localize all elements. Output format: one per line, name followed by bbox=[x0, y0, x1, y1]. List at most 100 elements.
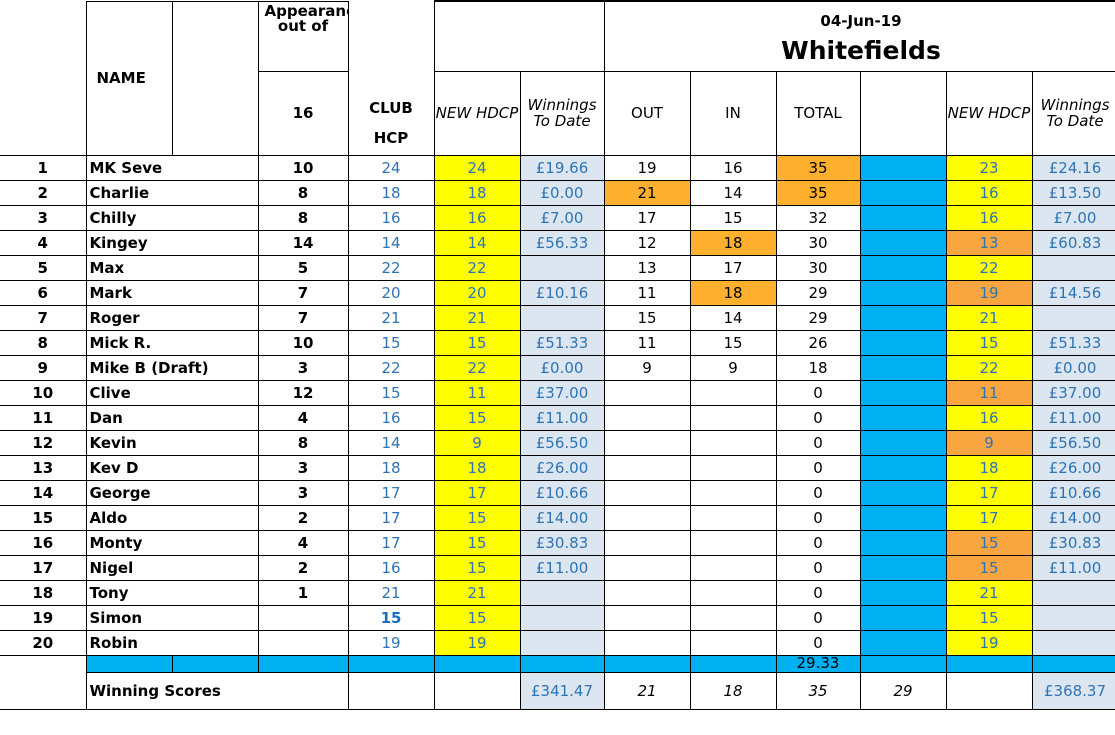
club-hcp-cell: 22 bbox=[347, 354, 435, 381]
winnings-2-cell: £24.16 bbox=[1031, 154, 1115, 181]
new-hdcp-2-cell: 22 bbox=[945, 254, 1033, 281]
appearances-cell: 7 bbox=[257, 304, 349, 331]
sep-winnings-2 bbox=[1031, 654, 1115, 673]
table-row: 8 Mick R. 10 15 15 £51.33 11 15 26 15 £51.33 bbox=[0, 329, 1115, 356]
club-hcp-cell: 17 bbox=[347, 529, 435, 556]
winnings-cell: £10.66 bbox=[519, 479, 605, 506]
appearances-total: 16 bbox=[257, 70, 349, 156]
winnings-2-cell: £11.00 bbox=[1031, 404, 1115, 431]
sep-in bbox=[689, 654, 777, 673]
out-score-cell: 15 bbox=[603, 304, 691, 331]
in-score-cell: 14 bbox=[689, 179, 777, 206]
new-hdcp-2-cell: 13 bbox=[945, 229, 1033, 256]
winnings-2-cell bbox=[1031, 304, 1115, 331]
out-score-cell bbox=[603, 379, 691, 406]
in-score-cell bbox=[689, 454, 777, 481]
out-score-cell bbox=[603, 404, 691, 431]
table-row: 17 Nigel 2 16 15 £11.00 0 15 £11.00 bbox=[0, 554, 1115, 581]
rank-cell: 1 bbox=[0, 154, 87, 181]
winnings-cell: £11.00 bbox=[519, 404, 605, 431]
out-score-cell bbox=[603, 504, 691, 531]
new-hdcp-cell: 18 bbox=[433, 454, 521, 481]
rank-cell: 17 bbox=[0, 554, 87, 581]
in-score-cell bbox=[689, 529, 777, 556]
new-hdcp-2-cell: 16 bbox=[945, 404, 1033, 431]
new-hdcp-cell: 15 bbox=[433, 329, 521, 356]
total-score-cell: 35 bbox=[775, 179, 861, 206]
total-score-cell: 0 bbox=[775, 379, 861, 406]
appearances-cell: 7 bbox=[257, 279, 349, 306]
rank-cell: 2 bbox=[0, 179, 87, 206]
winnings-cell: £51.33 bbox=[519, 329, 605, 356]
table-row: 7 Roger 7 21 21 15 14 29 21 bbox=[0, 304, 1115, 331]
separator-cell bbox=[859, 604, 947, 631]
player-name-cell: Kev D bbox=[85, 454, 259, 481]
club-hcp-header-line1: CLUB bbox=[369, 98, 413, 117]
club-hcp-cell: 17 bbox=[347, 479, 435, 506]
handicap-sheet: NAME Appearances out of CLUB HCP 04-Jun-1… bbox=[0, 0, 1115, 710]
separator-cell bbox=[859, 204, 947, 231]
separator-cell bbox=[859, 379, 947, 406]
sep-out bbox=[603, 654, 691, 673]
player-name-cell: Mike B (Draft) bbox=[85, 354, 259, 381]
total-score-cell: 30 bbox=[775, 254, 861, 281]
rank-cell: 16 bbox=[0, 529, 87, 556]
new-hdcp-cell: 20 bbox=[433, 279, 521, 306]
appearances-cell: 5 bbox=[257, 254, 349, 281]
rank-header-cell bbox=[0, 1, 87, 156]
table-row: 2 Charlie 8 18 18 £0.00 21 14 35 16 £13.50 bbox=[0, 179, 1115, 206]
appearances-cell: 8 bbox=[257, 429, 349, 456]
sep-club bbox=[347, 654, 435, 673]
new-hdcp-2-cell: 21 bbox=[945, 579, 1033, 606]
club-hcp-cell: 19 bbox=[347, 629, 435, 656]
new-hdcp-cell: 16 bbox=[433, 204, 521, 231]
winnings-cell: £19.66 bbox=[519, 154, 605, 181]
rank-cell: 19 bbox=[0, 604, 87, 631]
new-hdcp-cell: 15 bbox=[433, 404, 521, 431]
separator-cell bbox=[859, 254, 947, 281]
average-total-cell: 29.33 bbox=[775, 654, 861, 673]
in-score-cell bbox=[689, 404, 777, 431]
player-name-cell: Clive bbox=[85, 379, 259, 406]
appearances-header: Appearances out of bbox=[257, 0, 349, 72]
club-hcp-cell: 15 bbox=[347, 329, 435, 356]
player-name-cell: Charlie bbox=[85, 179, 259, 206]
out-score-cell bbox=[603, 554, 691, 581]
total-header: TOTAL bbox=[775, 70, 861, 156]
appearances-cell: 4 bbox=[257, 529, 349, 556]
in-score-cell bbox=[689, 504, 777, 531]
table-row: 4 Kingey 14 14 14 £56.33 12 18 30 13 £60.83 bbox=[0, 229, 1115, 256]
appearances-cell: 14 bbox=[257, 229, 349, 256]
player-name-cell: MK Seve bbox=[85, 154, 259, 181]
table-row: 12 Kevin 8 14 9 £56.50 0 9 £56.50 bbox=[0, 429, 1115, 456]
player-name-cell: Dan bbox=[85, 404, 259, 431]
table-row: 20 Robin 19 19 0 19 bbox=[0, 629, 1115, 656]
table-row: 16 Monty 4 17 15 £30.83 0 15 £30.83 bbox=[0, 529, 1115, 556]
table-row: 3 Chilly 8 16 16 £7.00 17 15 32 16 £7.00 bbox=[0, 204, 1115, 231]
rank-cell: 8 bbox=[0, 329, 87, 356]
table-row: 6 Mark 7 20 20 £10.16 11 18 29 19 £14.56 bbox=[0, 279, 1115, 306]
table-row: 9 Mike B (Draft) 3 22 22 £0.00 9 9 18 22 £0.00 bbox=[0, 354, 1115, 381]
total-score-cell: 0 bbox=[775, 454, 861, 481]
player-name-cell: Simon bbox=[85, 604, 259, 631]
table-row: 13 Kev D 3 18 18 £26.00 0 18 £26.00 bbox=[0, 454, 1115, 481]
rank-cell: 20 bbox=[0, 629, 87, 656]
out-score-cell: 21 bbox=[603, 179, 691, 206]
appearances-cell: 3 bbox=[257, 479, 349, 506]
out-score-cell: 11 bbox=[603, 279, 691, 306]
separator-cell bbox=[859, 454, 947, 481]
sum-club bbox=[347, 671, 435, 710]
new-hdcp-2-cell: 9 bbox=[945, 429, 1033, 456]
sep-new-hdcp bbox=[433, 654, 521, 673]
winnings-cell: £0.00 bbox=[519, 354, 605, 381]
separator-cell bbox=[859, 354, 947, 381]
winnings-cell: £26.00 bbox=[519, 454, 605, 481]
out-score-cell: 19 bbox=[603, 154, 691, 181]
in-score-cell: 9 bbox=[689, 354, 777, 381]
winnings-2-cell: £26.00 bbox=[1031, 454, 1115, 481]
out-best-cell: 21 bbox=[603, 671, 691, 710]
winnings-2-cell: £11.00 bbox=[1031, 554, 1115, 581]
out-score-cell bbox=[603, 479, 691, 506]
event-course: Whitefields bbox=[781, 36, 941, 66]
new-hdcp-2-cell: 22 bbox=[945, 354, 1033, 381]
